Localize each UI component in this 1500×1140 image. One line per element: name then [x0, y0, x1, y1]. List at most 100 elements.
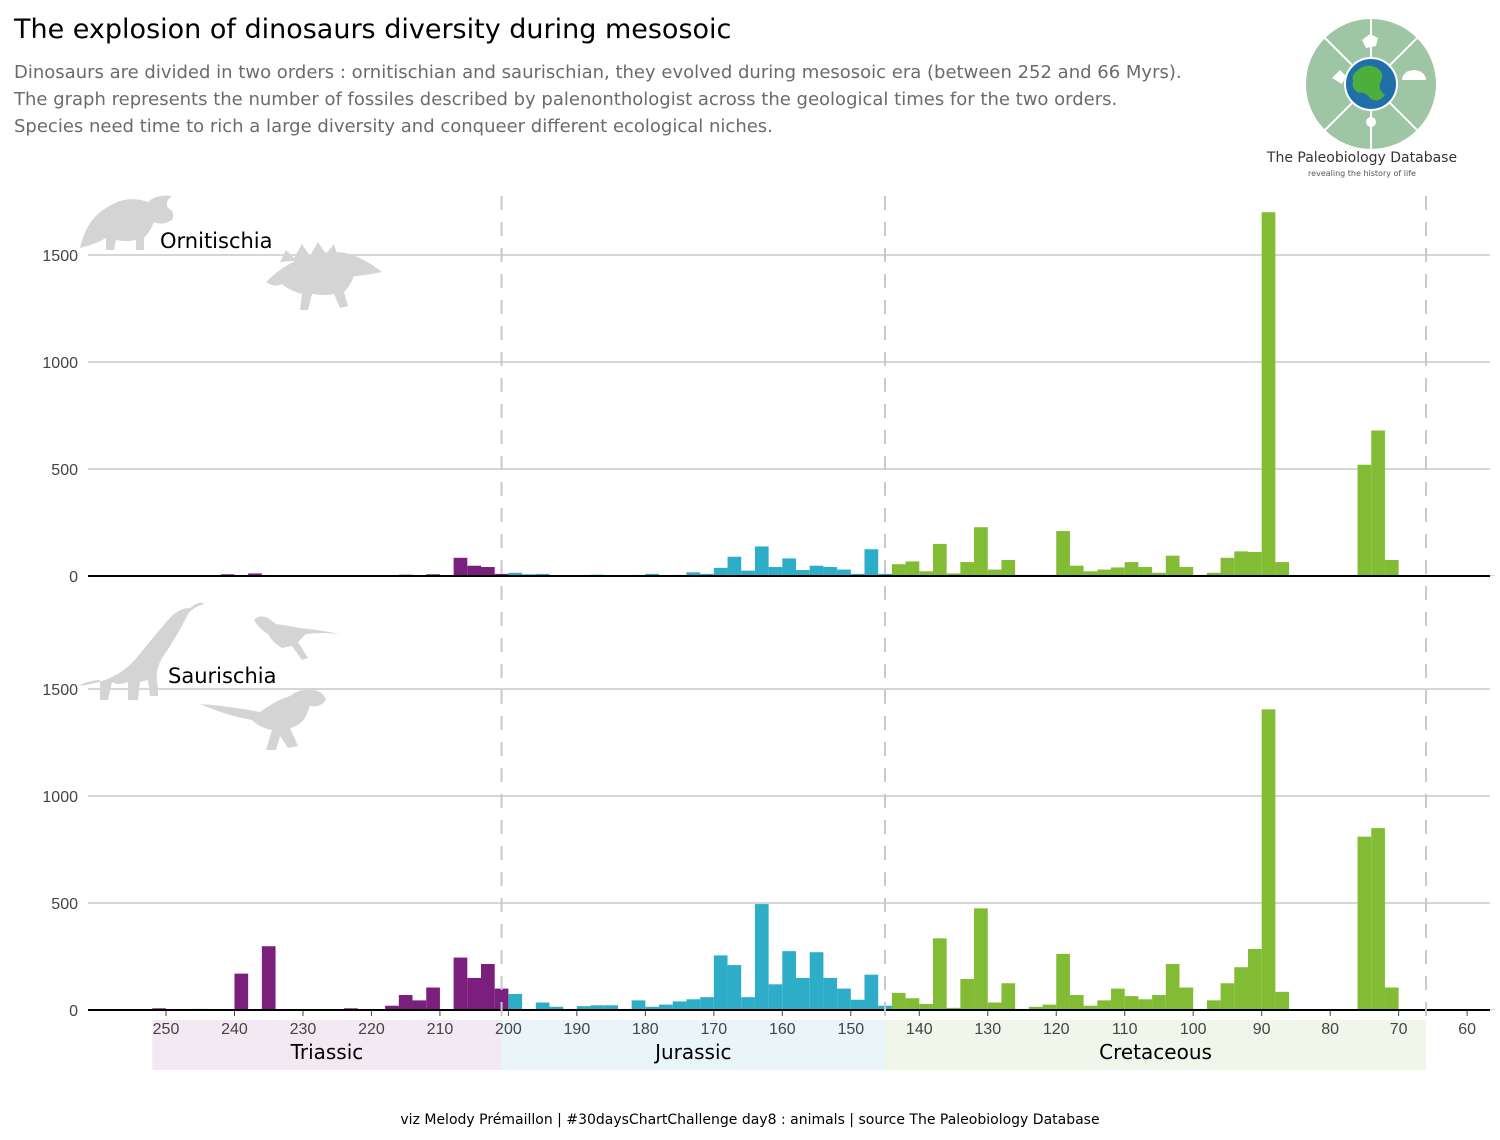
bar — [974, 908, 988, 1010]
bar — [576, 1006, 591, 1010]
y-tick-label: 0 — [69, 1003, 78, 1020]
bar — [385, 1005, 399, 1010]
bar — [782, 558, 797, 576]
y-tick-label: 0 — [69, 569, 78, 586]
bar — [891, 992, 906, 1010]
bar — [508, 572, 523, 576]
bar — [590, 1005, 605, 1010]
bar — [932, 938, 947, 1010]
subtitle-line-2: The graph represents the number of fossi… — [14, 89, 1118, 110]
bar — [672, 1001, 687, 1010]
bar — [1138, 999, 1153, 1010]
bar — [1179, 987, 1194, 1010]
bar — [535, 573, 550, 576]
x-tick-label: 60 — [1458, 1021, 1476, 1038]
bar — [987, 1002, 1002, 1010]
bar — [905, 998, 920, 1010]
bar — [1206, 572, 1221, 576]
bar — [782, 951, 797, 1010]
bar — [741, 570, 755, 576]
x-tick-label: 190 — [564, 1021, 591, 1038]
facet-label-saurischia: Saurischia — [168, 664, 276, 688]
facet-label-ornitischia: Ornitischia — [160, 229, 273, 253]
bar — [1165, 555, 1180, 576]
chart-title: The explosion of dinosaurs diversity dur… — [14, 14, 732, 45]
bar — [1220, 557, 1235, 576]
bar — [700, 997, 714, 1010]
bar — [481, 567, 495, 576]
bar — [905, 561, 920, 576]
x-tick-label: 120 — [1043, 1021, 1070, 1038]
bar — [1247, 552, 1262, 576]
bar — [1069, 565, 1084, 576]
bar — [604, 1005, 618, 1010]
subtitle-line-3: Species need time to rich a large divers… — [14, 116, 773, 137]
bar — [467, 565, 482, 576]
bar — [1275, 991, 1290, 1010]
bar — [837, 569, 851, 576]
bar — [850, 573, 865, 576]
logo-name: The Paleobiology Database — [1266, 150, 1458, 166]
chart-canvas: 0 500 1000 1500 Ornitischia 0 500 1000 1500 Sauri… — [42, 195, 1495, 1070]
bar — [823, 567, 838, 576]
bar — [1056, 953, 1070, 1010]
subtitle-line-1: Dinosaurs are divided in two orders : or… — [14, 62, 1182, 83]
bar — [508, 993, 523, 1010]
bar — [426, 987, 440, 1010]
bar — [1083, 1005, 1098, 1010]
raptor-silhouette — [254, 616, 340, 660]
bar — [1152, 572, 1166, 576]
bar — [837, 988, 851, 1010]
period-label-cretaceous: Cretaceous — [1099, 1040, 1212, 1064]
period-band-cretaceous — [885, 1020, 1427, 1070]
bar — [453, 557, 468, 576]
y-tick-label: 1000 — [42, 789, 78, 806]
bar — [1234, 551, 1248, 576]
bar — [1042, 1004, 1057, 1010]
x-tick-label: 210 — [427, 1021, 454, 1038]
bar — [1069, 995, 1084, 1010]
bar — [1220, 983, 1235, 1010]
bar — [1138, 567, 1153, 576]
tyrannosaurus-silhouette — [200, 689, 326, 750]
y-tick-label: 500 — [51, 462, 78, 479]
y-tick-label: 1000 — [42, 355, 78, 372]
logo-emblem-icon — [1306, 19, 1436, 149]
bar — [700, 573, 714, 576]
bar — [1097, 569, 1112, 576]
bar — [878, 573, 892, 576]
bar — [1234, 967, 1248, 1010]
bar — [248, 573, 262, 576]
bar — [686, 999, 701, 1010]
bar — [987, 569, 1002, 576]
bar — [1357, 464, 1372, 576]
x-tick-label: 230 — [290, 1021, 317, 1038]
triceratops-silhouette — [80, 195, 174, 250]
logo-tagline: revealing the history of life — [1308, 169, 1416, 178]
bar — [398, 995, 413, 1010]
y-tick-label: 1500 — [42, 248, 78, 265]
bar — [796, 977, 810, 1010]
bar — [809, 952, 824, 1010]
bar — [1124, 996, 1139, 1010]
x-tick-label: 110 — [1112, 1021, 1138, 1038]
bar — [809, 565, 824, 576]
bar — [1275, 562, 1290, 576]
bar — [796, 570, 810, 576]
bar — [686, 572, 701, 576]
x-tick-label: 140 — [906, 1021, 933, 1038]
bar — [1001, 983, 1016, 1010]
bar — [741, 997, 755, 1010]
bar — [645, 1006, 660, 1010]
bar — [1261, 212, 1276, 576]
x-tick-label: 90 — [1253, 1021, 1271, 1038]
x-tick-label: 160 — [769, 1021, 796, 1038]
bar — [549, 1006, 564, 1010]
bar — [1179, 567, 1194, 576]
stegosaurus-silhouette — [266, 242, 382, 310]
bar — [1261, 709, 1276, 1010]
bar — [535, 1002, 550, 1010]
bar — [974, 527, 988, 576]
bar — [727, 556, 742, 576]
paleobiology-database-logo[interactable]: The Paleobiology Database revealing the … — [1262, 16, 1462, 186]
